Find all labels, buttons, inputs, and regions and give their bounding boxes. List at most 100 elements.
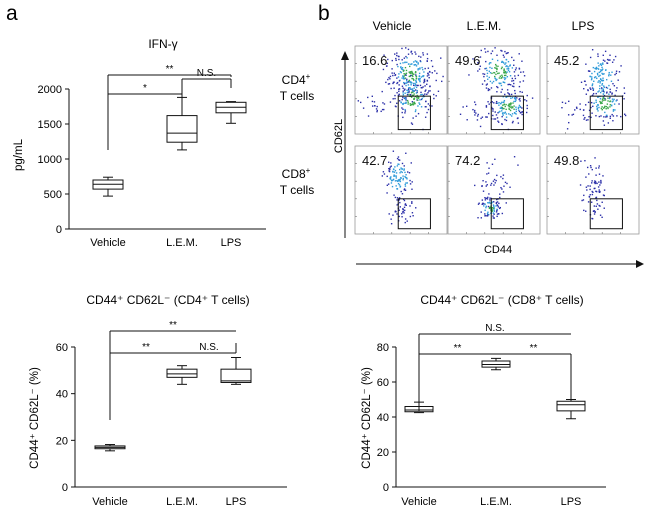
flow-event-dot xyxy=(406,89,408,91)
flow-event-dot xyxy=(404,77,407,79)
flow-event-dot xyxy=(583,209,585,212)
flow-event-dot xyxy=(498,104,500,106)
flow-event-dot xyxy=(601,84,603,86)
flow-event-dot xyxy=(613,59,615,61)
flow-event-dot xyxy=(615,100,617,102)
flow-event-dot xyxy=(511,106,513,108)
flow-event-dot xyxy=(495,79,497,82)
flow-event-dot xyxy=(599,80,601,83)
flow-event-dot xyxy=(401,98,403,101)
cd4-iqr-box xyxy=(220,368,252,383)
flow-event-dot xyxy=(603,194,605,197)
flow-event-dot xyxy=(567,114,570,116)
flow-event-dot xyxy=(493,207,496,209)
flow-event-dot xyxy=(526,104,528,107)
flow-event-dot xyxy=(406,57,408,59)
flow-event-dot xyxy=(396,199,398,201)
flow-event-dot xyxy=(479,56,482,58)
flow-event-dot xyxy=(506,182,508,185)
flow-event-dot xyxy=(599,85,601,87)
flow-event-dot xyxy=(507,60,510,63)
flow-event-dot xyxy=(615,90,617,92)
flow-event-dot xyxy=(404,185,407,187)
flow-event-dot xyxy=(473,101,476,103)
flow-event-dot xyxy=(413,90,415,92)
flow-event-dot xyxy=(609,104,611,106)
flow-event-dot xyxy=(501,76,504,78)
flow-event-dot xyxy=(396,157,399,160)
flow-event-dot xyxy=(501,112,504,115)
flow-event-dot xyxy=(599,70,602,73)
flow-event-dot xyxy=(486,184,488,186)
flow-event-dot xyxy=(598,181,600,183)
flow-event-dot xyxy=(405,73,407,75)
flow-event-dot xyxy=(617,79,619,81)
flow-event-dot xyxy=(595,205,597,208)
flow-event-dot xyxy=(512,79,515,82)
flow-event-dot xyxy=(390,87,392,90)
flow-event-dot xyxy=(414,82,416,85)
flow-event-dot xyxy=(564,102,567,104)
flow-event-dot xyxy=(494,67,496,69)
flow-event-dot xyxy=(602,79,604,82)
flow-event-dot xyxy=(505,202,507,204)
flow-event-dot xyxy=(601,68,604,70)
flow-event-dot xyxy=(604,111,606,114)
flow-event-dot xyxy=(496,78,498,81)
flow-event-dot xyxy=(427,108,430,111)
flow-event-dot xyxy=(405,55,407,58)
flow-event-dot xyxy=(500,49,502,52)
flow-event-dot xyxy=(408,71,410,73)
cd8-box-2 xyxy=(556,399,586,420)
flow-event-dot xyxy=(600,102,602,105)
flow-event-dot xyxy=(415,109,417,111)
flow-event-dot xyxy=(613,98,615,101)
flow-event-dot xyxy=(585,176,587,178)
flow-event-dot xyxy=(422,95,424,98)
flow-event-dot xyxy=(411,77,413,80)
flow-event-dot xyxy=(491,82,493,84)
flow-event-dot xyxy=(398,90,400,92)
flow-event-dot xyxy=(597,81,599,83)
flow-event-dot xyxy=(526,111,528,114)
flow-event-dot xyxy=(398,215,400,218)
flow-event-dot xyxy=(397,76,400,78)
flow-event-dot xyxy=(484,197,486,199)
flow-event-dot xyxy=(599,78,602,80)
flow-event-dot xyxy=(521,60,523,62)
flow-event-dot xyxy=(585,93,588,95)
flow-event-dot xyxy=(500,186,502,189)
flow-event-dot xyxy=(496,201,499,203)
flow-event-dot xyxy=(504,63,506,65)
flow-event-dot xyxy=(398,209,400,211)
flow-event-dot xyxy=(422,54,425,56)
flow-event-dot xyxy=(591,72,593,75)
flow-event-dot xyxy=(425,100,427,103)
flow-event-dot xyxy=(602,93,605,95)
flow-event-dot xyxy=(505,116,508,118)
flow-event-dot xyxy=(509,106,512,108)
cd4-iqr-box xyxy=(166,368,198,378)
flow-event-dot xyxy=(609,96,611,99)
flow-event-dot xyxy=(606,62,608,64)
flow-event-dot xyxy=(394,97,396,100)
flow-event-dot xyxy=(486,215,489,217)
cd8-y-tick-label: 40 xyxy=(377,412,389,424)
flow-event-dot xyxy=(485,106,488,108)
flow-event-dot xyxy=(511,80,513,82)
flow-event-dot xyxy=(413,103,416,105)
flow-event-dot xyxy=(417,105,419,107)
flow-event-dot xyxy=(420,93,422,96)
flow-event-dot xyxy=(407,81,409,83)
flow-event-dot xyxy=(608,75,610,77)
flow-event-dot xyxy=(501,123,503,125)
flow-event-dot xyxy=(397,94,400,96)
flow-event-dot xyxy=(514,69,517,71)
flow-event-dot xyxy=(391,72,393,74)
flow-event-dot xyxy=(588,173,590,175)
flow-event-dot xyxy=(576,107,578,110)
flow-event-dot xyxy=(611,101,614,103)
flow-event-dot xyxy=(398,84,400,86)
flow-event-dot xyxy=(519,90,521,93)
